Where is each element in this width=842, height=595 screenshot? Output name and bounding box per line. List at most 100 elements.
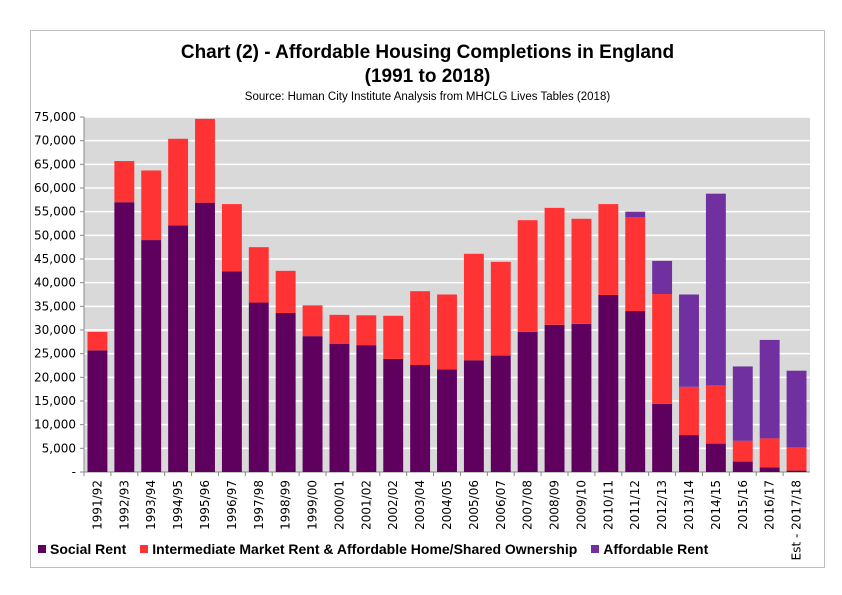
bar-segment-social-rent — [302, 336, 323, 472]
bar-segment-intermediate — [625, 217, 646, 312]
bar-segment-intermediate — [705, 385, 726, 444]
y-tick-label: 20,000 — [34, 370, 76, 384]
bar-segment-social-rent — [248, 302, 269, 472]
y-tick-label: 60,000 — [34, 181, 76, 195]
chart-title-line2: (1991 to 2018) — [364, 66, 491, 87]
x-tick-label: 2005/06 — [467, 480, 481, 530]
bar-segment-social-rent — [141, 240, 162, 472]
y-tick-label: 30,000 — [34, 323, 76, 337]
bar-segment-affordable-rent — [732, 366, 753, 441]
x-tick-label: 1999/00 — [306, 480, 320, 530]
y-tick-label: 15,000 — [34, 394, 76, 408]
bar-segment-social-rent — [679, 435, 699, 472]
bar-segment-affordable-rent — [679, 294, 699, 387]
x-tick-label: 2003/04 — [413, 480, 427, 530]
x-tick-label: 2001/02 — [359, 480, 373, 530]
y-tick-label: 10,000 — [34, 418, 76, 432]
bar-segment-social-rent — [329, 343, 350, 472]
y-tick-label: 5,000 — [42, 441, 76, 455]
bar-segment-social-rent — [383, 358, 404, 472]
x-tick-label: 2015/16 — [736, 480, 750, 530]
bar-segment-social-rent — [275, 312, 296, 472]
y-tick-label: 35,000 — [34, 299, 76, 313]
bar-segment-affordable-rent — [759, 339, 780, 439]
y-tick-label: 40,000 — [34, 276, 76, 290]
bar-segment-social-rent — [463, 360, 484, 472]
bar-segment-social-rent — [195, 202, 215, 472]
bar-segment-intermediate — [221, 204, 242, 272]
bar-segment-social-rent — [598, 294, 619, 472]
x-tick-label: 1992/93 — [117, 480, 131, 530]
y-tick-label: 50,000 — [34, 228, 76, 242]
bar-segment-social-rent — [759, 467, 780, 472]
y-tick-label: 55,000 — [34, 205, 76, 219]
x-tick-label: 2004/05 — [440, 480, 454, 530]
bar-segment-intermediate — [87, 331, 108, 351]
y-tick-label: 75,000 — [34, 110, 76, 124]
bar-segment-intermediate — [679, 386, 699, 436]
bar-segment-social-rent — [437, 369, 457, 472]
x-tick-label: 1991/92 — [90, 480, 104, 530]
legend-label: Affordable Rent — [603, 541, 709, 557]
bar-segment-intermediate — [383, 315, 404, 359]
legend-item-intermediate: Intermediate Market Rent & Affordable Ho… — [140, 541, 577, 557]
bar-segment-social-rent — [705, 443, 726, 472]
bar-segment-intermediate — [759, 438, 780, 468]
x-tick-label: 2007/08 — [521, 480, 535, 530]
bar-segment-affordable-rent — [786, 370, 807, 448]
bar-segment-intermediate — [786, 447, 807, 471]
bar-segment-intermediate — [490, 261, 511, 356]
x-tick-label: 2012/13 — [655, 480, 669, 530]
bar-segment-social-rent — [732, 461, 753, 472]
y-tick-label: 45,000 — [34, 252, 76, 266]
bar-segment-intermediate — [248, 247, 269, 303]
bar-segment-intermediate — [114, 161, 135, 203]
legend-item-affordable-rent: Affordable Rent — [591, 541, 708, 557]
x-tick-label: 2009/10 — [574, 480, 588, 530]
bar-segment-social-rent — [652, 403, 673, 472]
chart-title: Chart (2) - Affordable Housing Completio… — [180, 42, 675, 63]
bar-segment-affordable-rent — [705, 193, 726, 386]
bar-segment-intermediate — [410, 291, 431, 366]
bar-segment-social-rent — [410, 365, 431, 472]
legend-swatch — [140, 545, 149, 553]
bar-segment-affordable-rent — [625, 211, 646, 218]
bar-segment-intermediate — [652, 294, 673, 404]
x-tick-label: 1997/98 — [252, 480, 266, 530]
x-tick-label: 1994/95 — [171, 480, 185, 530]
bar-segment-intermediate — [463, 253, 484, 361]
legend-label: Social Rent — [50, 541, 127, 557]
legend-label: Intermediate Market Rent & Affordable Ho… — [152, 541, 578, 557]
x-tick-label: 2000/01 — [332, 480, 346, 530]
bar-segment-intermediate — [732, 440, 753, 462]
bar-segment-social-rent — [356, 345, 377, 472]
y-tick-label: 25,000 — [34, 347, 76, 361]
bar-segment-social-rent — [571, 323, 592, 472]
x-tick-label: 2010/11 — [601, 480, 615, 530]
x-tick-label: 2011/12 — [628, 480, 642, 530]
bar-segment-intermediate — [275, 270, 296, 313]
bar-segment-intermediate — [598, 204, 619, 295]
bar-segment-intermediate — [517, 220, 538, 332]
bar-segment-social-rent — [490, 355, 511, 472]
bar-segment-intermediate — [168, 138, 189, 226]
x-tick-label: 2006/07 — [494, 480, 508, 530]
x-tick-label: 2016/17 — [763, 480, 777, 530]
y-tick-label: 65,000 — [34, 157, 76, 171]
x-tick-label: 1995/96 — [198, 480, 212, 530]
y-tick-label: 70,000 — [34, 134, 76, 148]
bar-segment-affordable-rent — [652, 260, 673, 295]
legend-item-social-rent: Social Rent — [38, 541, 126, 557]
bar-segment-social-rent — [625, 311, 646, 472]
bar-segment-intermediate — [302, 305, 323, 337]
x-tick-label: 2014/15 — [709, 480, 723, 530]
bar-segment-social-rent — [87, 350, 108, 472]
bar-segment-social-rent — [544, 324, 565, 472]
bar-segment-social-rent — [221, 271, 242, 472]
x-tick-label: 2013/14 — [682, 480, 696, 530]
x-tick-label: 1998/99 — [279, 480, 293, 530]
bar-segment-social-rent — [114, 202, 135, 472]
bar-segment-intermediate — [571, 218, 592, 324]
legend: Social Rent Intermediate Market Rent & A… — [38, 541, 708, 557]
